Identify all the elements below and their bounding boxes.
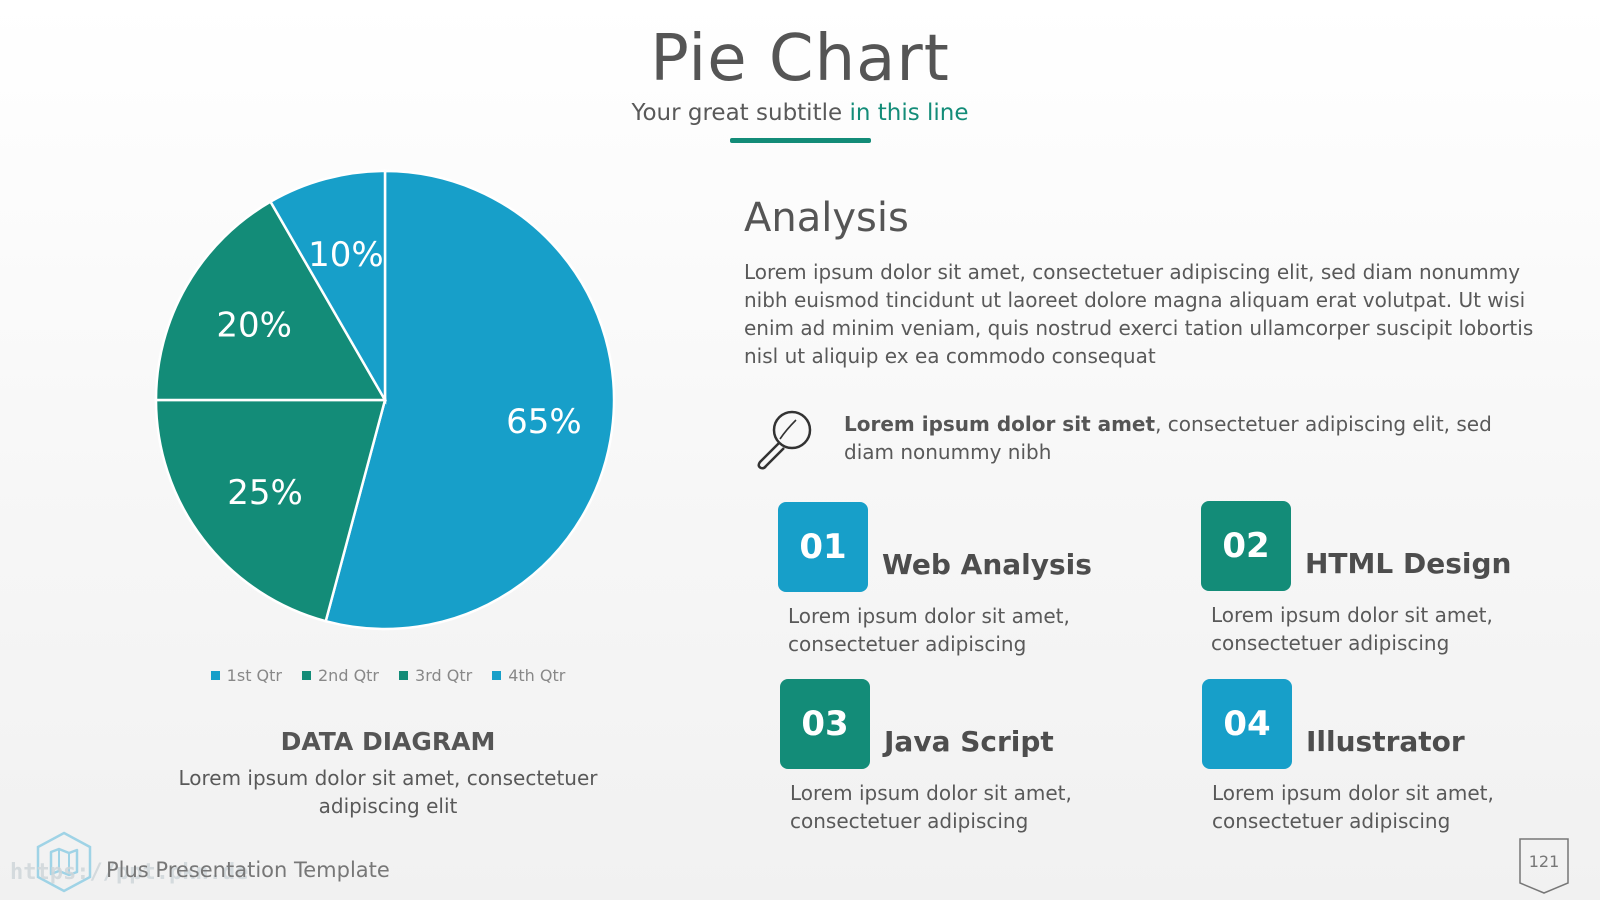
diagram-title: DATA DIAGRAM [280,727,496,756]
analysis-callout: Lorem ipsum dolor sit amet, consectetuer… [844,410,1514,466]
magnifier-icon [757,410,812,470]
pie-label-4: 10% [308,235,384,275]
feature-title: Java Script [884,725,1054,758]
feature-desc: Lorem ipsum dolor sit amet, consectetuer… [1211,603,1493,655]
page-subtitle: Your great subtitle in this line [0,100,1600,126]
page-number-badge [1519,838,1569,894]
feature-card: 03 Java Script Lorem ipsum dolor sit ame… [780,679,1160,839]
pie-slice-4 [268,169,387,405]
feature-badge: 01 [778,502,868,592]
feature-badge: 04 [1202,679,1292,769]
feature-title: Illustrator [1306,725,1465,758]
pie-slice-1 [324,169,616,631]
legend-swatch [399,671,409,680]
page-number: 121 [1528,852,1560,871]
legend-item: 1st Qtr [210,666,282,685]
pie-label-2: 25% [227,473,303,513]
feature-badge: 03 [780,679,870,769]
subtitle-accent: in this line [849,100,969,126]
diagram-text: Lorem ipsum dolor sit amet, consectetuer… [178,766,598,818]
title-underline [730,138,871,143]
pie-slice-3 [154,199,388,402]
feature-desc: Lorem ipsum dolor sit amet, consectetuer… [788,604,1070,656]
feature-card: 02 HTML Design Lorem ipsum dolor sit ame… [1201,501,1581,661]
callout-bold: Lorem ipsum dolor sit amet [844,412,1156,436]
feature-card: 04 Illustrator Lorem ipsum dolor sit ame… [1202,679,1582,839]
page-title: Pie Chart [650,22,950,96]
legend-item: 2nd Qtr [302,666,379,685]
legend-swatch [302,671,311,680]
feature-card: 01 Web Analysis Lorem ipsum dolor sit am… [778,502,1158,662]
subtitle-plain: Your great subtitle [631,100,850,126]
feature-title: Web Analysis [882,548,1092,581]
analysis-body: Lorem ipsum dolor sit amet, consectetuer… [744,260,1534,368]
chart-legend: 1st Qtr 2nd Qtr 3rd Qtr 4th Qtr [0,666,776,685]
feature-desc: Lorem ipsum dolor sit amet, consectetuer… [1212,781,1494,833]
legend-item: 3rd Qtr [399,666,472,685]
feature-title: HTML Design [1305,547,1512,580]
legend-label: 1st Qtr [226,666,282,685]
pie-label-3: 20% [216,305,292,345]
pie-label-1: 65% [506,402,582,442]
feature-badge: 02 [1201,501,1291,591]
legend-swatch [492,671,502,680]
watermark: https://ppt.pkn.de [10,860,249,885]
callout-rest: , consectetuer adipiscing elit, sed diam… [844,412,1492,464]
legend-swatch [210,671,220,680]
pie-chart: 65% 25% 20% 10% [154,169,616,631]
map-hexagon-icon [36,831,92,893]
legend-label: 4th Qtr [508,666,566,685]
legend-item: 4th Qtr [492,666,565,685]
pie-slice-2 [154,398,387,623]
footer-template-name: Plus Presentation Template [106,858,390,882]
feature-desc: Lorem ipsum dolor sit amet, consectetuer… [790,781,1072,833]
legend-label: 3rd Qtr [415,666,473,685]
legend-label: 2nd Qtr [318,666,380,685]
analysis-heading: Analysis [744,195,909,241]
